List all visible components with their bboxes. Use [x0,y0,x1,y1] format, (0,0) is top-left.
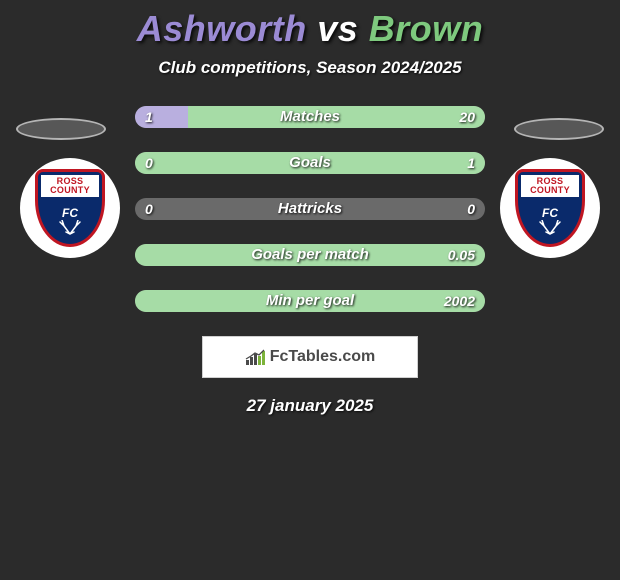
badge-shield-icon: ROSS COUNTY FC [35,169,105,247]
bar-value-right: 0.05 [438,244,485,266]
badge-shield-icon: ROSS COUNTY FC [515,169,585,247]
bar-label: Goals per match [135,244,485,266]
player-right-name: Brown [369,8,484,49]
club-logo-right: ROSS COUNTY FC [500,158,600,258]
badge-top-text: ROSS COUNTY [521,175,579,197]
player-shadow-right [514,118,604,140]
stat-bar: Goals0 1 [135,152,485,174]
bar-label: Matches [135,106,485,128]
bar-value-right: 0 [457,198,485,220]
stat-bar: Min per goal2002 [135,290,485,312]
bar-chart-icon [245,348,267,366]
badge-mid-text: FC [518,206,582,220]
stat-bars: Matches120Goals01Hattricks00Goals per ma… [135,106,485,312]
badge-mid-text: FC [38,206,102,220]
bar-label: Min per goal [135,290,485,312]
brand-logo: FcTables.com [245,348,376,366]
stat-bar: Goals per match0.05 [135,244,485,266]
club-badge-left: ROSS COUNTY FC [35,169,105,247]
player-shadow-left [16,118,106,140]
bar-value-left: 0 [135,198,163,220]
subtitle: Club competitions, Season 2024/2025 [0,58,620,78]
stat-bar: Matches1 20 [135,106,485,128]
content-area: ROSS COUNTY FC ROSS COUNTY FC M [0,106,620,416]
title: Ashworth vs Brown [0,0,620,50]
antler-icon [52,220,88,236]
club-logo-left: ROSS COUNTY FC [20,158,120,258]
stat-bar: Hattricks0 0 [135,198,485,220]
brand-text: FcTables.com [270,348,376,366]
bar-value-left: 1 [135,106,163,128]
bar-label: Hattricks [135,198,485,220]
comparison-infographic: Ashworth vs Brown Club competitions, Sea… [0,0,620,580]
title-vs: vs [307,8,369,49]
brand-box: FcTables.com [202,336,418,378]
badge-top-text: ROSS COUNTY [41,175,99,197]
bar-value-right: 20 [449,106,485,128]
club-badge-right: ROSS COUNTY FC [515,169,585,247]
player-left-name: Ashworth [137,8,307,49]
bar-value-right: 1 [457,152,485,174]
bar-value-left: 0 [135,152,163,174]
bar-label: Goals [135,152,485,174]
antler-icon [532,220,568,236]
bar-value-right: 2002 [434,290,485,312]
date-text: 27 january 2025 [0,396,620,416]
